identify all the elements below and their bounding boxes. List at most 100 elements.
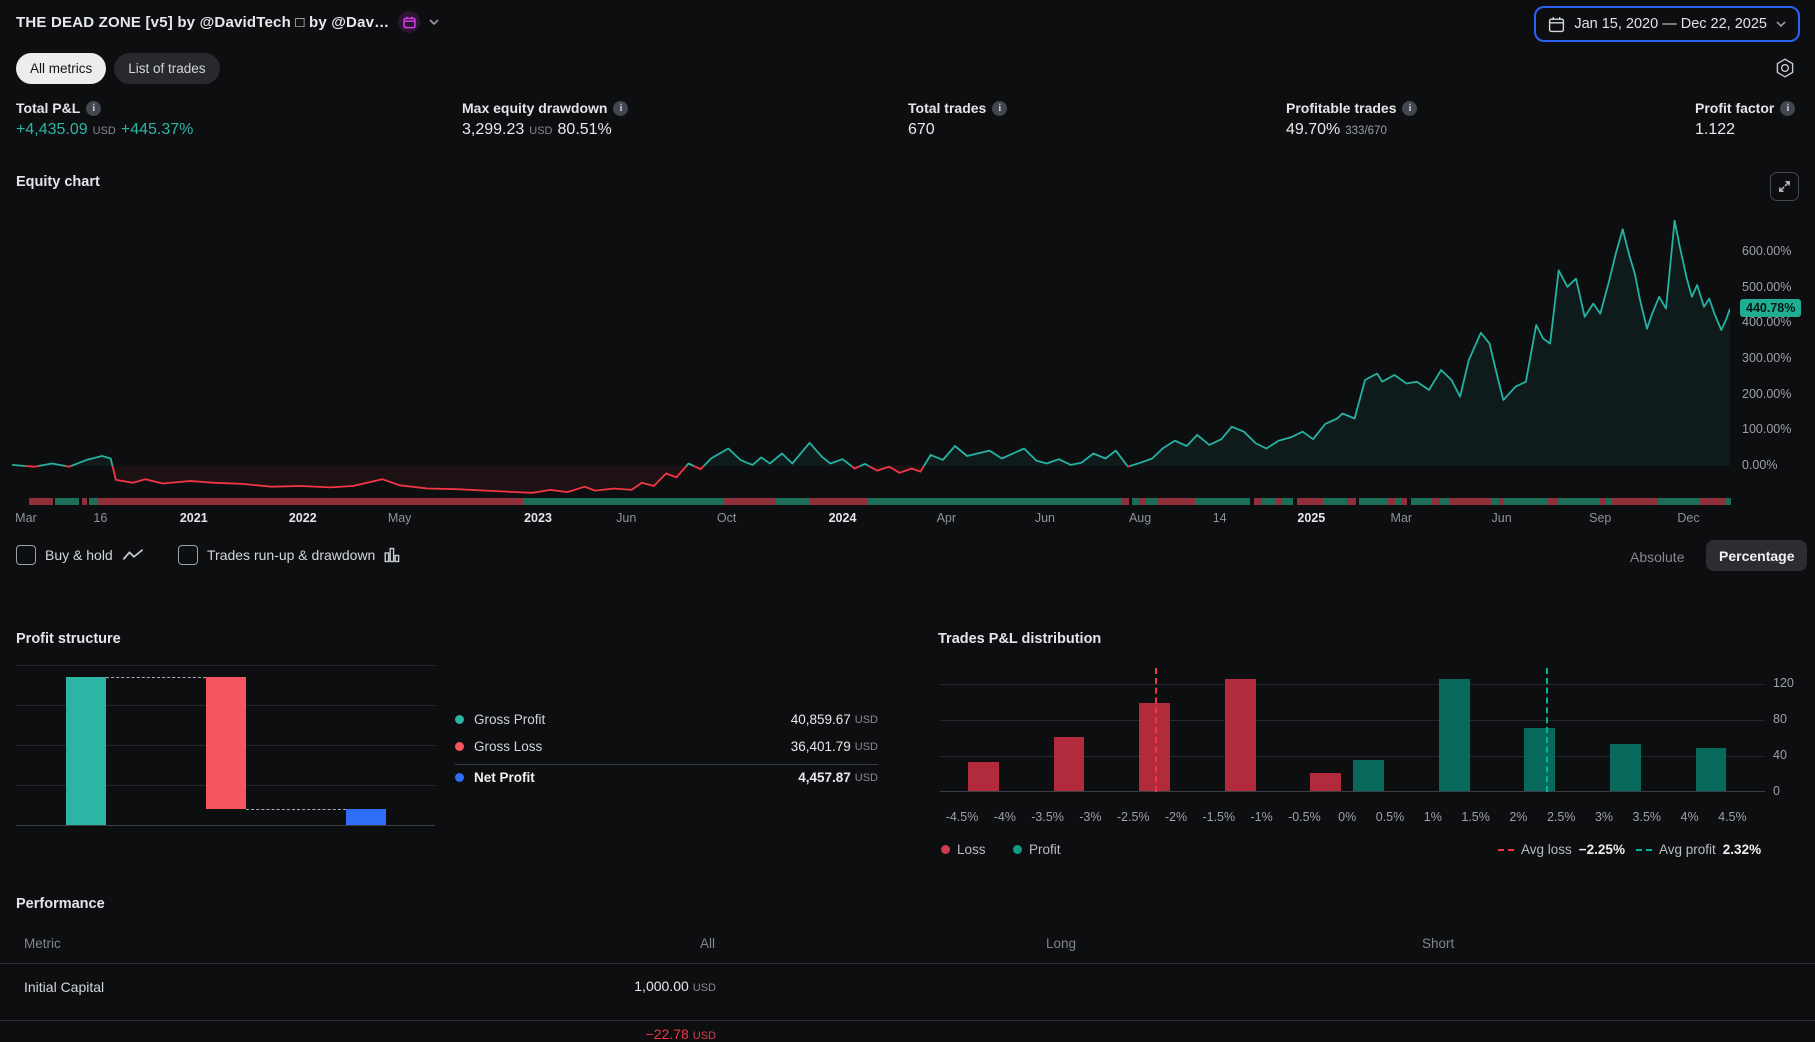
win-strip-segment <box>1262 498 1276 505</box>
equity-x-axis: Mar 16 2021 2022 May 2023 Jun Oct 2024 Apr Jun Aug 1… <box>0 511 1730 529</box>
profit-structure-title: Profit structure <box>16 631 121 647</box>
legend-unit: USD <box>854 740 878 753</box>
buy-and-hold-checkbox[interactable] <box>16 545 36 565</box>
loss-strip-segment <box>724 498 777 505</box>
equity-y-tick: 0.00% <box>1742 458 1778 472</box>
distribution-y-tick: 0 <box>1773 784 1780 798</box>
loss-strip-segment <box>1599 498 1605 505</box>
chevron-down-icon <box>1776 21 1786 27</box>
loss-strip-segment <box>808 498 868 505</box>
equity-x-label: 2025 <box>1297 511 1326 525</box>
performance-title: Performance <box>16 896 105 912</box>
legend-label: Net Profit <box>474 770 535 785</box>
gross-loss-bar <box>206 677 246 809</box>
avg-loss-value: −2.25% <box>1578 842 1625 857</box>
distribution-x-tick: -2.5% <box>1116 810 1150 824</box>
baseline <box>16 825 435 826</box>
buy-and-hold-toggle[interactable]: Buy & hold <box>16 545 144 565</box>
metric-label: Max equity drawdown <box>462 100 608 116</box>
distribution-x-tick: 3% <box>1594 810 1614 824</box>
gridline <box>16 665 435 666</box>
gridline <box>940 720 1765 721</box>
settings-icon[interactable] <box>1774 57 1796 79</box>
legend-unit: USD <box>854 771 878 784</box>
metric-unit: USD <box>529 125 553 137</box>
loss-histogram-bar <box>1224 679 1256 791</box>
loss-strip-segment <box>82 498 88 505</box>
equity-x-label: 2021 <box>179 511 208 525</box>
loss-strip-segment <box>1611 498 1657 505</box>
row-initial-capital-label: Initial Capital <box>24 979 105 995</box>
distribution-x-tick: 3.5% <box>1632 810 1662 824</box>
metric-value: 1.122 <box>1695 121 1736 138</box>
loss-histogram-bar <box>1053 737 1085 791</box>
strategy-title: THE DEAD ZONE [v5] by @DavidTech □ by @D… <box>16 13 390 31</box>
win-strip-segment <box>1656 498 1700 505</box>
equity-x-label: Dec <box>1677 511 1700 525</box>
equity-x-label: May <box>387 511 412 525</box>
equity-y-tick: 300.00% <box>1742 350 1792 365</box>
date-range-button[interactable]: Jan 15, 2020 — Dec 22, 2025 <box>1534 6 1800 42</box>
info-icon[interactable]: i <box>1780 100 1796 116</box>
loss-strip-segment <box>1388 498 1396 505</box>
row-initial-capital-value: 1,000.00 USD <box>540 978 716 994</box>
metric-value: 670 <box>908 121 935 138</box>
distribution-x-tick: -4% <box>993 810 1016 824</box>
win-strip-segment <box>1604 498 1612 505</box>
loss-histogram-bar <box>1139 702 1170 791</box>
loss-strip-segment <box>1139 498 1145 505</box>
avg-loss-label: Avg loss <box>1521 842 1572 857</box>
metric-unit: USD <box>92 125 116 137</box>
connector-dash <box>106 677 206 678</box>
distribution-x-tick: 2.5% <box>1546 810 1576 824</box>
distribution-title: Trades P&L distribution <box>938 631 1102 647</box>
chevron-down-icon[interactable] <box>429 19 439 25</box>
loss-strip-segment <box>1499 498 1505 505</box>
absolute-button[interactable]: Absolute <box>1630 549 1685 565</box>
profit-label: Profit <box>1029 842 1061 857</box>
trades-runup-toggle[interactable]: Trades run-up & drawdown <box>178 545 400 565</box>
info-icon[interactable]: i <box>1402 100 1418 116</box>
distribution-chart <box>940 660 1765 792</box>
trades-runup-checkbox[interactable] <box>178 545 198 565</box>
percentage-button[interactable]: Percentage <box>1706 540 1808 571</box>
line-chart-icon <box>122 549 143 560</box>
loss-strip-segment <box>1276 498 1282 505</box>
legend-unit: USD <box>854 713 878 726</box>
info-icon[interactable]: i <box>613 100 629 116</box>
gross-profit-bar <box>66 677 106 825</box>
loss-strip-segment <box>1122 498 1129 505</box>
legend-row-net-profit: Net Profit 4,457.87 USD <box>455 770 878 785</box>
legend-value: 4,457.87 <box>798 770 851 785</box>
win-strip-segment <box>89 498 98 505</box>
expand-chart-icon[interactable] <box>1770 172 1799 201</box>
distribution-x-tick: -4.5% <box>945 810 979 824</box>
tab-all-metrics[interactable]: All metrics <box>16 53 107 84</box>
distribution-x-axis: -4.5% -4% -3.5% -3% -2.5% -2% -1.5% -1% -0.5% 0% 0… <box>940 810 1765 826</box>
histogram-icon <box>384 547 400 563</box>
metric-total-pnl: Total P&L i +4,435.09 USD +445.37% <box>16 100 193 139</box>
distribution-y-tick: 120 <box>1773 676 1794 690</box>
equity-y-tick: 500.00% <box>1742 279 1792 294</box>
win-strip-segment <box>1281 498 1294 505</box>
distribution-x-tick: -0.5% <box>1288 810 1321 824</box>
equity-x-label: Oct <box>716 511 737 525</box>
tab-list-of-trades[interactable]: List of trades <box>114 53 220 84</box>
equity-chart-plot[interactable] <box>0 205 1730 505</box>
row-net-value-negative: −22.78 USD <box>540 1026 716 1042</box>
equity-x-label: 2023 <box>524 511 552 525</box>
equity-y-tick: 600.00% <box>1742 243 1792 258</box>
cell-unit: USD <box>692 1030 716 1042</box>
deep-backtesting-calendar-icon[interactable] <box>398 11 421 33</box>
distribution-x-tick: 4% <box>1680 810 1699 824</box>
distribution-x-tick: -3% <box>1079 810 1102 824</box>
info-icon[interactable]: i <box>992 100 1008 116</box>
legend-row-gross-profit: Gross Profit 40,859.67 USD <box>455 712 878 727</box>
avg-profit-label: Avg profit <box>1659 842 1716 857</box>
win-strip-segment <box>1395 498 1401 505</box>
win-strip-segment <box>1132 498 1140 505</box>
equity-last-value-badge: 440.78% <box>1740 299 1802 317</box>
info-icon[interactable]: i <box>86 100 102 116</box>
equity-x-label: Mar <box>15 511 37 525</box>
profit-histogram-bar <box>1695 747 1727 791</box>
